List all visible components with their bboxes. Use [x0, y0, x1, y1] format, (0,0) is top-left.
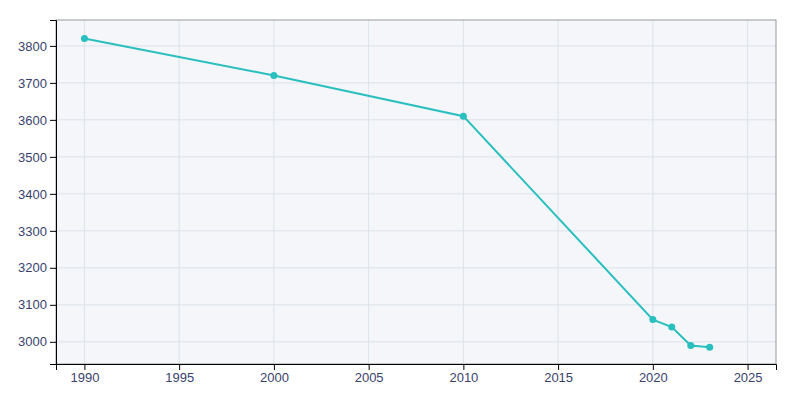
grid-line-x	[558, 20, 559, 364]
grid-line-x	[179, 20, 180, 364]
grid	[56, 20, 776, 364]
y-tick-mark	[50, 231, 56, 232]
y-axis: 3000 3100 3200 3300 3400 3500 3600 3700 3800	[18, 21, 56, 365]
data-line	[84, 38, 709, 347]
x-tick-label: 1995	[165, 370, 194, 385]
y-tick-label: 3800	[18, 39, 47, 54]
grid-line-x	[84, 20, 85, 364]
y-tick: 3300	[18, 223, 56, 238]
y-tick-mark	[50, 157, 56, 158]
chart-svg: 1990 1995 2000 2005 2010 2015 2020 2025 3000 3100…	[0, 0, 800, 400]
x-tick: 2010	[449, 364, 478, 385]
y-tick: 3500	[18, 150, 56, 165]
y-tick-mark	[50, 268, 56, 269]
data-point	[81, 35, 88, 42]
grid-line-y	[56, 230, 776, 231]
y-tick-label: 3100	[18, 297, 47, 312]
grid-line-y	[56, 119, 776, 120]
grid-line-y	[56, 45, 776, 46]
data-point	[687, 342, 694, 349]
y-tick-mark	[50, 342, 56, 343]
y-tick-mark	[50, 194, 56, 195]
grid-line-x	[368, 20, 369, 364]
x-tick-label: 1990	[70, 370, 99, 385]
y-tick-label: 3000	[18, 334, 47, 349]
data-point	[706, 344, 713, 351]
data-point	[668, 324, 675, 331]
grid-line-x	[747, 20, 748, 364]
x-tick-mark	[84, 364, 85, 370]
y-tick-label: 3600	[18, 113, 47, 128]
y-tick: 3700	[18, 76, 56, 91]
x-tick: 2000	[260, 364, 289, 385]
y-tick-label: 3300	[18, 223, 47, 238]
x-tick-label: 2025	[734, 370, 763, 385]
x-tick-label: 2015	[544, 370, 573, 385]
data-point	[460, 113, 467, 120]
chart-container: 1990 1995 2000 2005 2010 2015 2020 2025 3000 3100…	[0, 0, 800, 400]
y-tick: 3800	[18, 39, 56, 54]
y-tick-mark	[50, 305, 56, 306]
x-tick-mark	[748, 364, 749, 370]
x-tick-mark	[653, 364, 654, 370]
x-tick: 2025	[734, 364, 763, 385]
y-tick: 3600	[18, 113, 56, 128]
y-tick-mark	[50, 83, 56, 84]
plot-background	[56, 20, 776, 364]
x-axis-line	[57, 365, 777, 371]
x-tick: 1995	[165, 364, 194, 385]
y-tick-label: 3400	[18, 187, 47, 202]
y-tick-label: 3500	[18, 150, 47, 165]
y-tick: 3400	[18, 187, 56, 202]
x-tick: 1990	[70, 364, 99, 385]
data-point	[649, 316, 656, 323]
x-tick: 2015	[544, 364, 573, 385]
grid-line-y	[56, 304, 776, 305]
grid-line-y	[56, 82, 776, 83]
x-tick: 2005	[355, 364, 384, 385]
grid-line-x	[463, 20, 464, 364]
x-tick-label: 2005	[355, 370, 384, 385]
grid-line-y	[56, 267, 776, 268]
x-tick-label: 2020	[639, 370, 668, 385]
grid-line-y	[56, 193, 776, 194]
y-axis-line	[50, 21, 57, 365]
y-tick: 3100	[18, 297, 56, 312]
plot-frame	[56, 20, 776, 364]
grid-line-y	[56, 341, 776, 342]
y-tick-label: 3200	[18, 260, 47, 275]
y-tick-mark	[50, 46, 56, 47]
data-point	[270, 72, 277, 79]
x-tick-mark	[463, 364, 464, 370]
y-tick: 3000	[18, 334, 56, 349]
series	[81, 35, 713, 351]
grid-line-x	[273, 20, 274, 364]
x-tick-label: 2000	[260, 370, 289, 385]
x-tick-mark	[179, 364, 180, 370]
x-tick-label: 2010	[449, 370, 478, 385]
y-tick-mark	[50, 120, 56, 121]
x-axis: 1990 1995 2000 2005 2010 2015 2020 2025	[57, 364, 777, 385]
x-tick-mark	[558, 364, 559, 370]
x-tick-mark	[274, 364, 275, 370]
y-tick-label: 3700	[18, 76, 47, 91]
grid-line-x	[652, 20, 653, 364]
x-tick: 2020	[639, 364, 668, 385]
grid-line-y	[56, 156, 776, 157]
y-tick: 3200	[18, 260, 56, 275]
x-tick-mark	[369, 364, 370, 370]
plot-area: 1990 1995 2000 2005 2010 2015 2020 2025 3000 3100…	[18, 20, 776, 385]
